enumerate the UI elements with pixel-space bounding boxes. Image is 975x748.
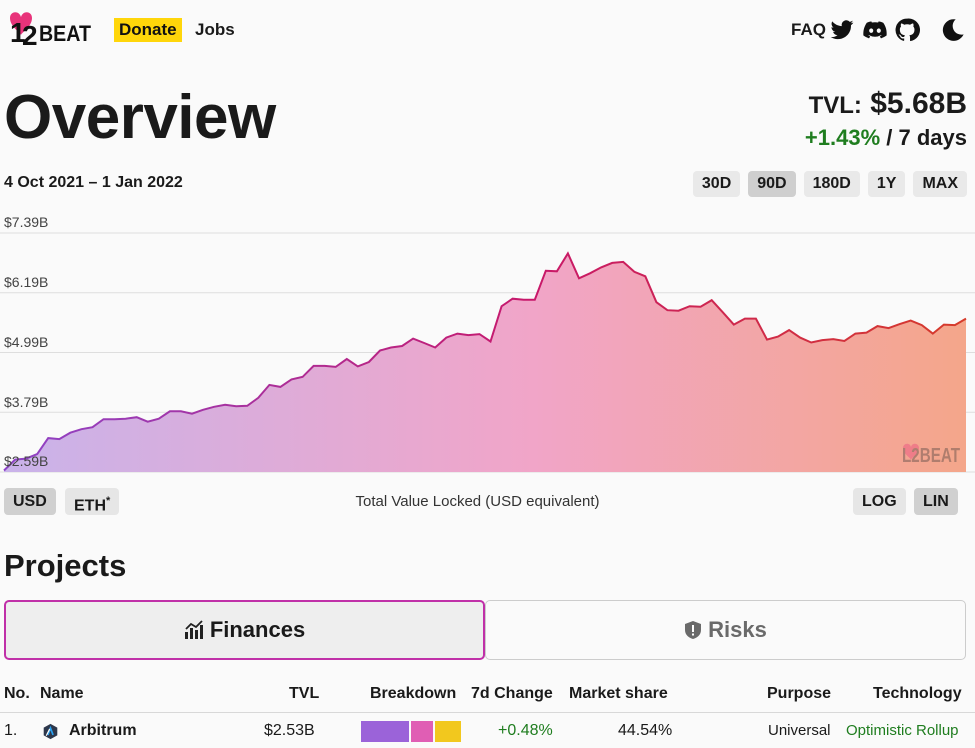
tab-finances[interactable]: Finances <box>4 600 485 660</box>
tab-risks-label: Risks <box>708 617 767 642</box>
svg-text:2: 2 <box>22 20 38 48</box>
column-header-no[interactable]: No. <box>4 685 30 702</box>
github-icon[interactable] <box>894 17 920 43</box>
faq-link[interactable]: FAQ <box>791 20 826 39</box>
column-header-purpose[interactable]: Purpose <box>767 685 832 702</box>
lin-scale-button[interactable]: LIN <box>914 488 958 515</box>
column-header-breakdown[interactable]: Breakdown <box>370 685 457 702</box>
range-180d-button[interactable]: 180D <box>803 171 860 197</box>
chart-caption-text: Total Value Locked (USD equivalent) <box>355 493 600 510</box>
eth-asterisk: * <box>106 495 111 507</box>
tvl-area <box>4 253 966 472</box>
range-max-button[interactable]: MAX <box>913 171 967 197</box>
finances-chart-icon <box>184 620 203 639</box>
range-1y-button[interactable]: 1Y <box>867 171 906 197</box>
projects-title: Projects <box>4 548 127 583</box>
twitter-icon[interactable] <box>829 17 855 43</box>
table-header: No. Name TVL Breakdown 7d Change Market … <box>0 684 975 708</box>
tvl-line <box>3 251 967 472</box>
svg-text:BEAT: BEAT <box>39 21 91 46</box>
column-header-7d-change[interactable]: 7d Change <box>471 685 553 702</box>
tab-risks[interactable]: Risks <box>485 600 966 660</box>
tvl-chart[interactable]: L2BEAT $7.39B $6.19B $4.99B $3.79B $2.59… <box>0 205 975 480</box>
dark-mode-icon[interactable] <box>940 17 966 43</box>
l2beat-logo[interactable]: 1 2 BEAT <box>4 8 94 48</box>
usd-button[interactable]: USD <box>4 488 56 515</box>
breakdown-segment <box>435 721 461 742</box>
tvl-breakdown-bar[interactable] <box>361 721 461 742</box>
range-90d-button[interactable]: 90D <box>748 171 796 197</box>
eth-button-label: ETH <box>74 497 106 515</box>
tvl-change-value: +1.43% <box>804 125 881 150</box>
chart-caption: Total Value Locked (USD equivalent) <box>0 492 975 512</box>
column-header-market-share[interactable]: Market share <box>569 685 668 702</box>
breakdown-segment <box>411 721 433 742</box>
table-row[interactable]: 1. Arbitrum $2.53B +0.48% 44.54% Univers… <box>0 720 975 744</box>
tvl-total: TVL: $5.68B <box>805 86 967 124</box>
page-title: Overview <box>4 83 276 152</box>
project-technology[interactable]: Optimistic Rollup <box>846 722 959 739</box>
arbitrum-logo-icon <box>42 723 59 747</box>
tvl-chart-canvas: L2BEAT <box>0 232 975 473</box>
y-tick-label: $3.79B <box>4 394 49 410</box>
project-name[interactable]: Arbitrum <box>69 722 137 739</box>
y-tick-label: $2.59B <box>4 453 49 469</box>
project-tvl: $2.53B <box>264 722 315 739</box>
svg-text:1: 1 <box>10 17 26 48</box>
log-scale-button[interactable]: LOG <box>853 488 906 515</box>
discord-icon[interactable] <box>862 17 888 43</box>
project-7d-change: +0.48% <box>498 722 553 739</box>
tvl-value: $5.68B <box>870 87 967 120</box>
tvl-label: TVL: <box>808 92 862 119</box>
donate-link[interactable]: Donate <box>114 18 182 42</box>
breakdown-segment <box>361 721 409 742</box>
column-header-name[interactable]: Name <box>40 685 84 702</box>
tvl-summary: TVL: $5.68B +1.43% / 7 days <box>805 86 967 152</box>
y-tick-label: $6.19B <box>4 274 49 290</box>
column-header-tvl[interactable]: TVL <box>289 685 320 702</box>
tvl-change-period: / 7 days <box>880 125 967 150</box>
range-selector: 30D 90D 180D 1Y MAX <box>692 171 967 197</box>
eth-button[interactable]: ETH* <box>65 488 120 515</box>
row-number: 1. <box>4 722 18 739</box>
table-divider <box>0 712 975 713</box>
chart-watermark: L2BEAT <box>902 443 960 467</box>
shield-icon <box>685 621 702 639</box>
project-purpose: Universal <box>768 722 831 739</box>
range-30d-button[interactable]: 30D <box>692 171 741 197</box>
y-tick-label: $7.39B <box>4 214 49 230</box>
tvl-change: +1.43% / 7 days <box>805 124 967 152</box>
projects-tabs: Finances Risks <box>4 600 966 660</box>
project-market-share: 44.54% <box>618 722 673 739</box>
jobs-link[interactable]: Jobs <box>195 20 235 39</box>
y-tick-label: $4.99B <box>4 334 49 350</box>
date-range: 4 Oct 2021 – 1 Jan 2022 <box>4 174 183 191</box>
svg-text:L2BEAT: L2BEAT <box>902 445 960 467</box>
top-navigation: 1 2 BEAT Donate Jobs FAQ <box>0 0 975 60</box>
column-header-technology[interactable]: Technology <box>873 685 962 702</box>
tab-finances-label: Finances <box>209 617 306 642</box>
